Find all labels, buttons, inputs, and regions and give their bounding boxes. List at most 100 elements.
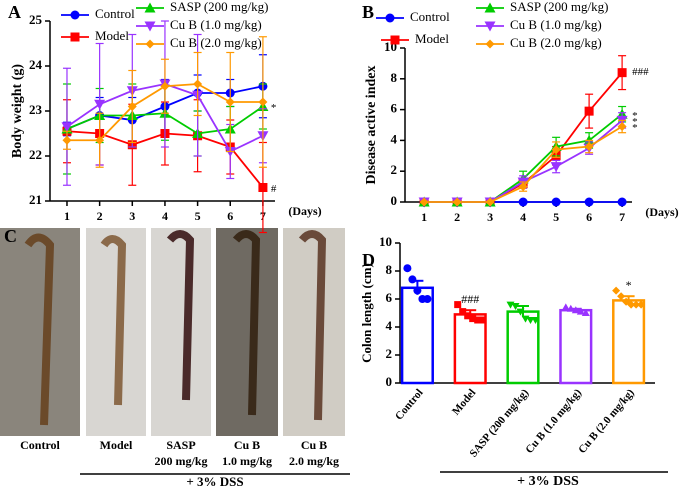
colon bbox=[166, 230, 195, 401]
data-point bbox=[576, 307, 585, 315]
x-tick-label: 1 bbox=[421, 210, 427, 224]
colon bbox=[24, 233, 55, 426]
footer: + 3% DSS bbox=[517, 474, 579, 489]
legend-label: Model bbox=[95, 28, 129, 43]
marker bbox=[225, 97, 235, 107]
photo bbox=[151, 228, 211, 436]
photo-label: Control bbox=[20, 438, 60, 452]
data-point bbox=[637, 300, 646, 309]
data-point bbox=[454, 301, 462, 309]
data-point bbox=[479, 316, 487, 324]
data-point bbox=[612, 286, 621, 295]
y-tick-label: 6 bbox=[391, 101, 398, 116]
data-point bbox=[627, 300, 636, 309]
data-point bbox=[474, 316, 482, 324]
legend-label: Model bbox=[415, 31, 449, 46]
photo-label: 2.0 mg/kg bbox=[289, 454, 339, 468]
annotation: * bbox=[632, 110, 638, 122]
marker bbox=[160, 81, 170, 91]
legend-label: Cu B (1.0 mg/kg) bbox=[510, 17, 602, 32]
x-tick-label: 1 bbox=[64, 209, 70, 223]
x-tick-label: Cu B (2.0 mg/kg) bbox=[576, 387, 637, 456]
y-tick-label: 0 bbox=[386, 374, 393, 389]
marker bbox=[258, 97, 268, 107]
marker bbox=[419, 197, 429, 207]
panel-label: C bbox=[4, 226, 17, 246]
y-tick-label: 0 bbox=[391, 193, 398, 208]
marker bbox=[70, 32, 80, 42]
annotation: ### bbox=[461, 292, 479, 306]
x-tick-label: 6 bbox=[227, 209, 233, 223]
photo-label: 200 mg/kg bbox=[154, 454, 207, 468]
footer: + 3% DSS bbox=[186, 474, 243, 489]
x-tick-label: 2 bbox=[97, 209, 103, 223]
marker bbox=[484, 21, 496, 32]
data-point bbox=[469, 315, 477, 323]
y-tick-label: 2 bbox=[391, 162, 398, 177]
annotation: * bbox=[271, 102, 277, 114]
marker bbox=[518, 197, 528, 207]
marker bbox=[485, 197, 495, 207]
marker bbox=[94, 99, 106, 110]
x-tick-label: 3 bbox=[487, 210, 493, 224]
photo bbox=[216, 228, 278, 436]
legend-label: Control bbox=[95, 6, 135, 21]
y-tick-label: 8 bbox=[386, 262, 393, 277]
bar bbox=[506, 310, 540, 385]
legend-label: SASP (200 mg/kg) bbox=[170, 0, 268, 14]
annotation: # bbox=[271, 183, 277, 195]
legend-label: Cu B (2.0 mg/kg) bbox=[510, 35, 602, 50]
data-point bbox=[464, 312, 472, 320]
photo bbox=[0, 228, 80, 436]
data-point bbox=[617, 292, 626, 301]
data-point bbox=[581, 309, 590, 316]
marker bbox=[145, 39, 155, 49]
legend-label: Cu B (1.0 mg/kg) bbox=[170, 17, 262, 32]
data-point bbox=[413, 286, 422, 295]
marker bbox=[193, 79, 203, 89]
x-tick-label: 5 bbox=[553, 210, 559, 224]
y-axis-label: Colon length (cm) bbox=[359, 263, 374, 363]
marker bbox=[617, 122, 627, 132]
marker bbox=[70, 10, 80, 20]
photo-label: SASP bbox=[166, 438, 195, 452]
marker bbox=[258, 183, 268, 192]
x-tick-label: Control bbox=[393, 387, 426, 423]
marker bbox=[584, 106, 594, 116]
x-tick-label: 2 bbox=[454, 210, 460, 224]
y-tick-label: 8 bbox=[391, 70, 398, 85]
marker bbox=[551, 145, 561, 155]
x-tick-label: 3 bbox=[129, 209, 135, 223]
annotation: * bbox=[632, 122, 638, 134]
data-point bbox=[408, 275, 417, 284]
y-axis-label: Disease active index bbox=[364, 66, 379, 185]
y-tick-label: 4 bbox=[391, 131, 398, 146]
data-point bbox=[561, 303, 570, 311]
marker bbox=[584, 197, 594, 207]
data-point bbox=[571, 306, 580, 314]
bar bbox=[559, 308, 593, 385]
x-tick-label: 5 bbox=[195, 209, 201, 223]
data-point bbox=[531, 317, 540, 324]
marker bbox=[144, 2, 156, 13]
x-tick-label: 6 bbox=[586, 210, 592, 224]
marker bbox=[584, 142, 594, 152]
data-point bbox=[632, 300, 641, 309]
photo-label: Cu B bbox=[301, 438, 327, 452]
marker bbox=[385, 13, 395, 23]
x-tick-label: Model bbox=[450, 387, 478, 418]
marker bbox=[518, 182, 528, 192]
marker bbox=[144, 21, 156, 32]
marker bbox=[617, 197, 627, 207]
marker bbox=[95, 135, 105, 145]
data-point bbox=[423, 295, 432, 303]
y-tick-label: 21 bbox=[29, 192, 42, 207]
y-tick-label: 6 bbox=[386, 290, 393, 305]
colon bbox=[232, 230, 261, 416]
annotation: * bbox=[632, 116, 638, 128]
y-tick-label: 23 bbox=[29, 102, 43, 117]
colon bbox=[298, 230, 327, 421]
photo-label: Model bbox=[100, 438, 133, 452]
bar bbox=[612, 299, 646, 385]
